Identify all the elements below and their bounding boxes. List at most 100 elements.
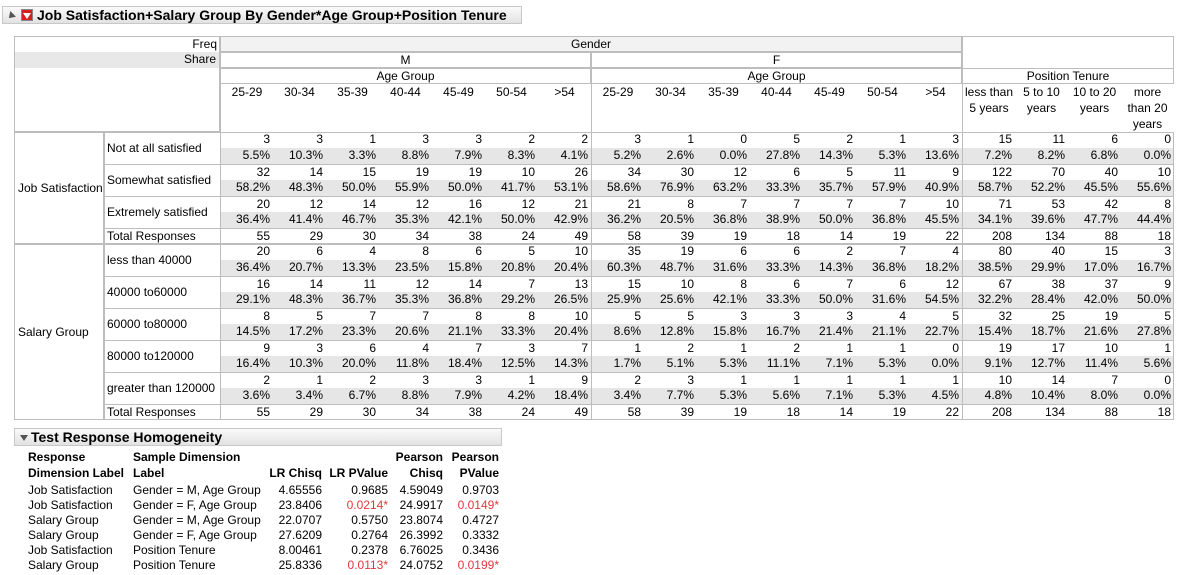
total-label: Total Responses [104, 404, 220, 420]
total-cell: 134 [1015, 404, 1068, 420]
freq-cell: 3 [697, 308, 750, 324]
freq-cell: 16 [220, 276, 273, 292]
share-cell: 5.3% [856, 388, 909, 404]
freq-cell: 15 [1104, 244, 1118, 258]
share-cell: 33.3% [750, 260, 803, 276]
title: Job Satisfaction+Salary Group By Gender*… [37, 7, 507, 23]
freq-cell: 6 [1111, 132, 1118, 146]
share-cell: 12.5% [485, 356, 538, 372]
freq-cell: 2 [644, 340, 697, 356]
age-label: 30-34 [655, 85, 686, 99]
total-cell: 39 [644, 404, 697, 420]
test-col-header: Response Dimension Label [28, 450, 125, 480]
freq-cell: 1 [697, 372, 750, 388]
share-cell: 36.4% [220, 212, 273, 228]
freq-cell: 6 [793, 244, 800, 258]
share-cell: 55.9% [379, 180, 432, 196]
row-group-label: Salary Group [14, 244, 104, 420]
share-cell: 3.6% [220, 388, 273, 404]
freq-cell: 1 [369, 132, 376, 146]
share-cell: 29.1% [220, 292, 273, 308]
test-cell: 23.8406 [278, 498, 322, 512]
test-cell: Gender = M, Age Group [133, 513, 261, 527]
share-cell: 7.7% [644, 388, 697, 404]
freq-cell: 19 [379, 164, 432, 180]
total-cell: 18 [1121, 404, 1174, 420]
share-cell: 39.6% [1015, 212, 1068, 228]
freq-cell: 14 [432, 276, 485, 292]
share-cell: 25.6% [644, 292, 697, 308]
total-cell: 24 [485, 404, 538, 420]
share-cell: 33.3% [750, 180, 803, 196]
disclosure-icon[interactable] [6, 11, 16, 21]
freq-cell: 2 [846, 244, 853, 258]
freq-cell: 5 [909, 308, 962, 324]
total-cell: 19 [697, 404, 750, 420]
share-cell: 29.9% [1015, 260, 1068, 276]
share-cell: 21.4% [803, 324, 856, 340]
share-cell: 14.3% [538, 356, 591, 372]
disclosure-icon[interactable] [20, 435, 28, 441]
freq-cell: 9 [538, 372, 591, 388]
freq-cell: 6 [750, 164, 803, 180]
share-cell: 50.0% [485, 212, 538, 228]
share-cell: 25.9% [591, 292, 644, 308]
test-cell: 4.65556 [278, 483, 322, 497]
freq-cell: 9 [220, 340, 273, 356]
freq-cell: 7 [432, 340, 485, 356]
menu-icon[interactable] [21, 9, 33, 21]
freq-cell: 3 [316, 132, 323, 146]
freq-cell: 3 [803, 308, 856, 324]
freq-cell: 6 [316, 244, 323, 258]
share-cell: 8.2% [1015, 148, 1068, 164]
freq-cell: 2 [846, 132, 853, 146]
share-cell: 15.4% [962, 324, 1015, 340]
total-cell: 38 [432, 228, 485, 244]
freq-cell: 5 [273, 308, 326, 324]
share-cell: 2.6% [644, 148, 697, 164]
gender-level: F [591, 52, 962, 68]
share-cell: 20.4% [538, 324, 591, 340]
freq-cell: 4 [369, 244, 376, 258]
freq-cell: 5 [803, 164, 856, 180]
share-cell: 21.1% [432, 324, 485, 340]
freq-cell: 1 [750, 372, 803, 388]
total-cell: 19 [697, 228, 750, 244]
test-cell: 8.00461 [278, 543, 322, 557]
share-cell: 17.2% [273, 324, 326, 340]
freq-cell: 7 [803, 196, 856, 212]
freq-cell: 2 [326, 372, 379, 388]
test-cell: Salary Group [28, 558, 99, 572]
share-cell: 5.1% [644, 356, 697, 372]
share-cell: 35.3% [379, 212, 432, 228]
test-cell: Salary Group [28, 528, 99, 542]
freq-cell: 8 [697, 276, 750, 292]
freq-cell: 70 [1015, 164, 1068, 180]
freq-cell: 7 [326, 308, 379, 324]
test-cell: Salary Group [28, 513, 99, 527]
share-cell: 12.8% [644, 324, 697, 340]
share-cell: 33.3% [485, 324, 538, 340]
share-cell: 14.5% [220, 324, 273, 340]
freq-cell: 3 [1164, 244, 1171, 258]
share-cell: 53.1% [538, 180, 591, 196]
level-label: 40000 to60000 [104, 276, 220, 308]
gender-level: M [220, 52, 591, 68]
freq-cell: 40 [1068, 164, 1121, 180]
share-cell: 5.3% [697, 388, 750, 404]
share-cell: 23.3% [326, 324, 379, 340]
test-cell: 0.2764 [351, 528, 388, 542]
freq-cell: 0 [909, 340, 962, 356]
share-cell: 35.3% [379, 292, 432, 308]
age-label: >54 [925, 85, 946, 99]
share-cell: 18.7% [1015, 324, 1068, 340]
share-cell: 52.2% [1015, 180, 1068, 196]
share-cell: 55.6% [1121, 180, 1174, 196]
freq-cell: 12 [273, 196, 326, 212]
test-title: Test Response Homogeneity [31, 429, 223, 445]
test-cell: 0.4727 [462, 513, 499, 527]
freq-cell: 10 [644, 276, 697, 292]
freq-cell: 7 [697, 196, 750, 212]
freq-cell: 67 [962, 276, 1015, 292]
freq-cell: 11 [1052, 132, 1065, 146]
